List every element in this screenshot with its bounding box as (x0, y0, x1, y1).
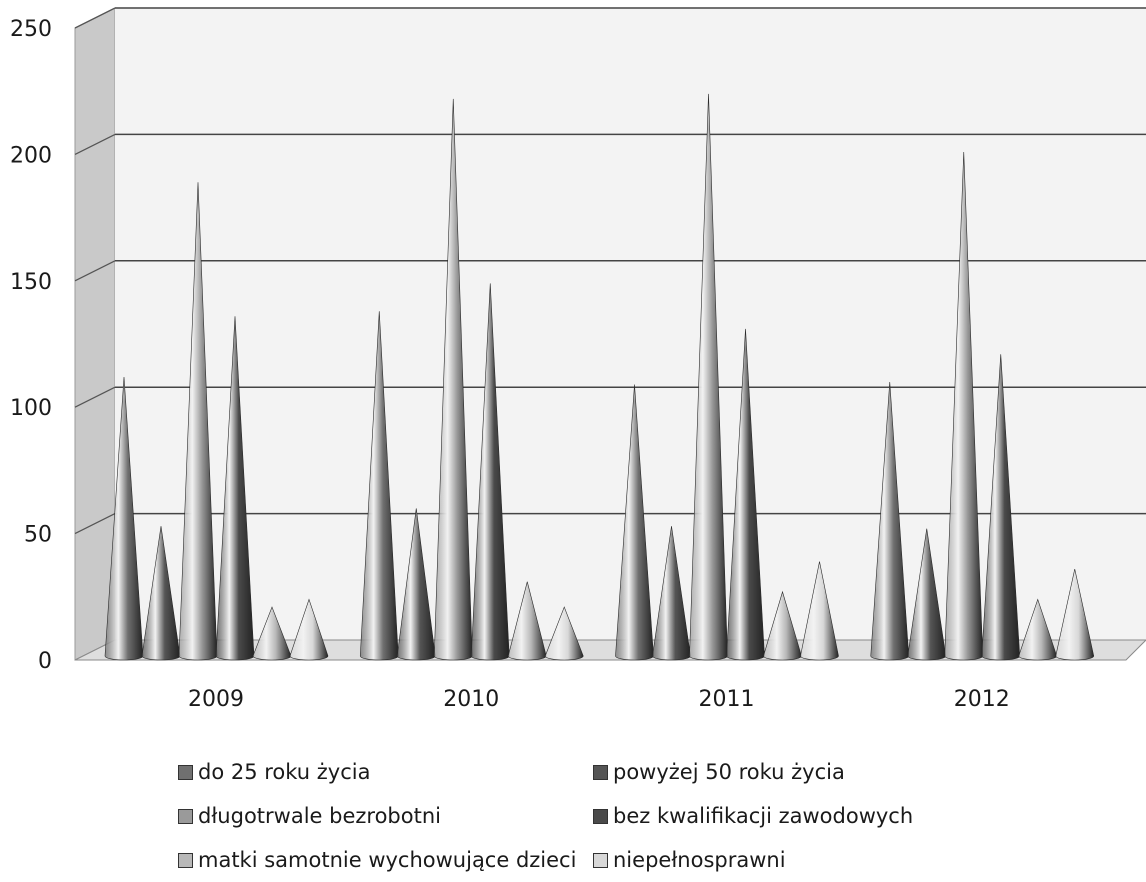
legend-row-1: do 25 roku życia powyżej 50 roku życia (178, 750, 998, 794)
cones (104, 93, 1095, 661)
legend-swatch-2 (178, 808, 193, 824)
gridline-side (74, 133, 116, 155)
y-tick-label: 0 (38, 649, 52, 674)
legend-label-4: matki samotnie wychowujące dzieci (198, 848, 577, 872)
legend-label-1: powyżej 50 roku życia (613, 760, 845, 784)
gridline-side (74, 260, 116, 282)
legend: do 25 roku życia powyżej 50 roku życia d… (178, 750, 998, 882)
y-tick-label: 150 (10, 270, 52, 295)
cone-0-5 (289, 598, 329, 661)
x-tick-label: 2011 (699, 687, 755, 712)
x-axis-ticks: 2009 2010 2011 2012 (188, 687, 1010, 712)
legend-item-5: niepełnosprawni (593, 848, 786, 872)
legend-swatch-4 (178, 852, 193, 868)
legend-swatch-3 (593, 808, 608, 824)
legend-label-2: długotrwale bezrobotni (198, 804, 441, 828)
y-tick-label: 50 (24, 523, 52, 548)
gridline-side (74, 513, 116, 535)
legend-item-4: matki samotnie wychowujące dzieci (178, 848, 576, 872)
gridline-side (74, 7, 116, 29)
y-tick-label: 100 (10, 396, 52, 421)
legend-item-2: długotrwale bezrobotni (178, 804, 441, 828)
y-tick-label: 200 (10, 143, 52, 168)
legend-item-0: do 25 roku życia (178, 760, 370, 784)
legend-swatch-1 (593, 764, 608, 780)
x-tick-label: 2010 (443, 687, 499, 712)
legend-label-5: niepełnosprawni (613, 848, 786, 872)
cone-3-5 (1055, 569, 1095, 661)
side-wall (74, 7, 116, 661)
legend-label-0: do 25 roku życia (198, 760, 371, 784)
legend-item-3: bez kwalifikacji zawodowych (593, 804, 913, 828)
cone-1-5 (544, 606, 584, 661)
gridline-side (74, 386, 116, 408)
legend-swatch-5 (593, 852, 608, 868)
legend-label-3: bez kwalifikacji zawodowych (613, 804, 914, 828)
x-tick-label: 2012 (954, 687, 1010, 712)
legend-row-3: matki samotnie wychowujące dzieci niepeł… (178, 838, 998, 882)
chart: 0 50 100 150 200 250 2009 2010 2011 2012 (10, 7, 1146, 712)
legend-swatch-0 (178, 764, 193, 780)
y-tick-label: 250 (10, 17, 52, 42)
legend-item-1: powyżej 50 roku życia (593, 760, 845, 784)
x-tick-label: 2009 (188, 687, 244, 712)
y-axis-ticks: 0 50 100 150 200 250 (10, 17, 52, 674)
cone-2-5 (800, 561, 839, 661)
legend-row-2: długotrwale bezrobotni bez kwalifikacji … (178, 794, 998, 838)
